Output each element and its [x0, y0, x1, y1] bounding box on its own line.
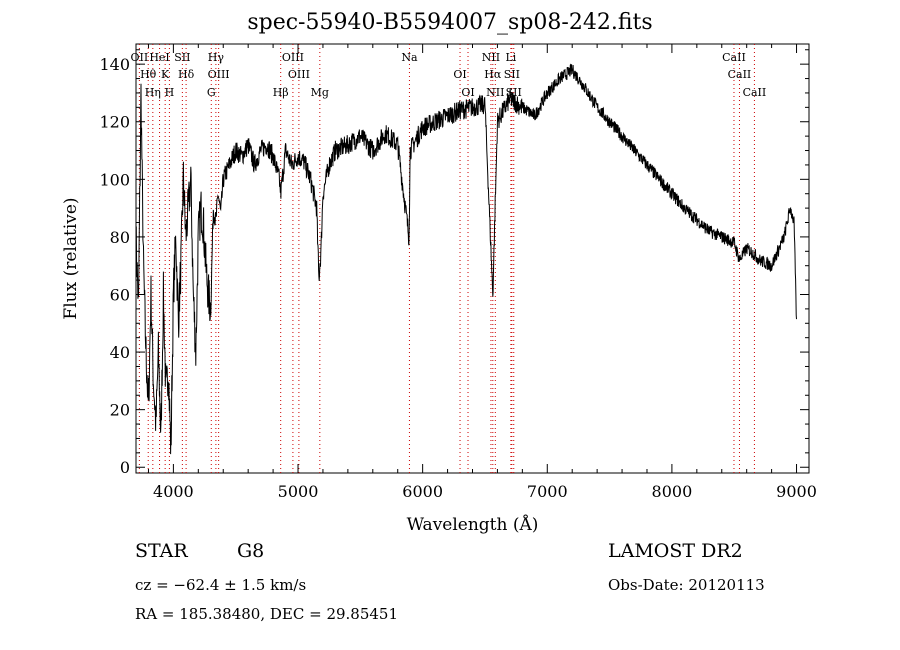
spectral-line-label: HeI	[149, 51, 169, 64]
spectral-line-label: Li	[505, 51, 516, 64]
y-tick-label: 60	[110, 285, 130, 304]
survey-name: LAMOST DR2	[608, 540, 743, 562]
x-tick-label: 6000	[402, 482, 443, 501]
spectral-line-label: K	[161, 68, 170, 81]
x-tick-label: 5000	[278, 482, 319, 501]
spectral-line-label: Hα	[484, 68, 502, 81]
chart-title: spec-55940-B5594007_sp08-242.fits	[247, 10, 653, 35]
spectral-line-label: Na	[401, 51, 418, 64]
spectrum-line	[135, 63, 797, 455]
spectral-line-label: Hβ	[273, 86, 289, 99]
spectral-line-label: Hθ	[140, 68, 157, 81]
spectral-line-label: NII	[486, 86, 504, 99]
spectral-line-label: Hη	[145, 86, 161, 99]
y-tick-label: 40	[110, 343, 130, 362]
spectral-line-label: Hγ	[208, 51, 225, 64]
spectral-line-label: Hδ	[178, 68, 195, 81]
object-subclass: G8	[237, 540, 265, 562]
y-tick-label: 80	[110, 228, 130, 247]
x-tick-label: 4000	[153, 482, 194, 501]
spectral-line-label: G	[207, 86, 216, 99]
spectral-line-label: OIII	[282, 51, 304, 64]
y-tick-label: 20	[110, 401, 130, 420]
spectral-line-label: NII	[482, 51, 500, 64]
spectral-line-label: SII	[504, 68, 520, 81]
redshift-velocity: cz = −62.4 ± 1.5 km/s	[135, 576, 307, 594]
spectral-line-label: Mg	[311, 86, 329, 99]
spectral-line-label: OI	[461, 86, 474, 99]
y-tick-label: 140	[99, 55, 130, 74]
spectral-line-label: H	[165, 86, 175, 99]
ra-dec-coordinates: RA = 185.38480, DEC = 29.85451	[135, 605, 399, 623]
x-tick-label: 7000	[527, 482, 568, 501]
x-tick-label: 9000	[776, 482, 817, 501]
x-tick-label: 8000	[652, 482, 693, 501]
y-axis-label: Flux (relative)	[61, 197, 81, 319]
y-tick-label: 0	[120, 458, 130, 477]
spectral-line-label: CaII	[722, 51, 746, 64]
spectral-line-label: OI	[453, 68, 466, 81]
spectral-line-label: CaII	[743, 86, 767, 99]
spectral-line-label: OIII	[208, 68, 230, 81]
x-axis-label: Wavelength (Å)	[407, 514, 539, 535]
spectral-line-label: OII	[131, 51, 149, 64]
spectral-line-label: OIII	[288, 68, 310, 81]
y-tick-label: 100	[99, 170, 130, 189]
y-tick-label: 120	[99, 113, 130, 132]
spectral-line-label: CaII	[728, 68, 752, 81]
object-class: STAR	[135, 540, 188, 562]
spectral-line-label: SII	[174, 51, 190, 64]
observation-date: Obs-Date: 20120113	[608, 576, 765, 594]
